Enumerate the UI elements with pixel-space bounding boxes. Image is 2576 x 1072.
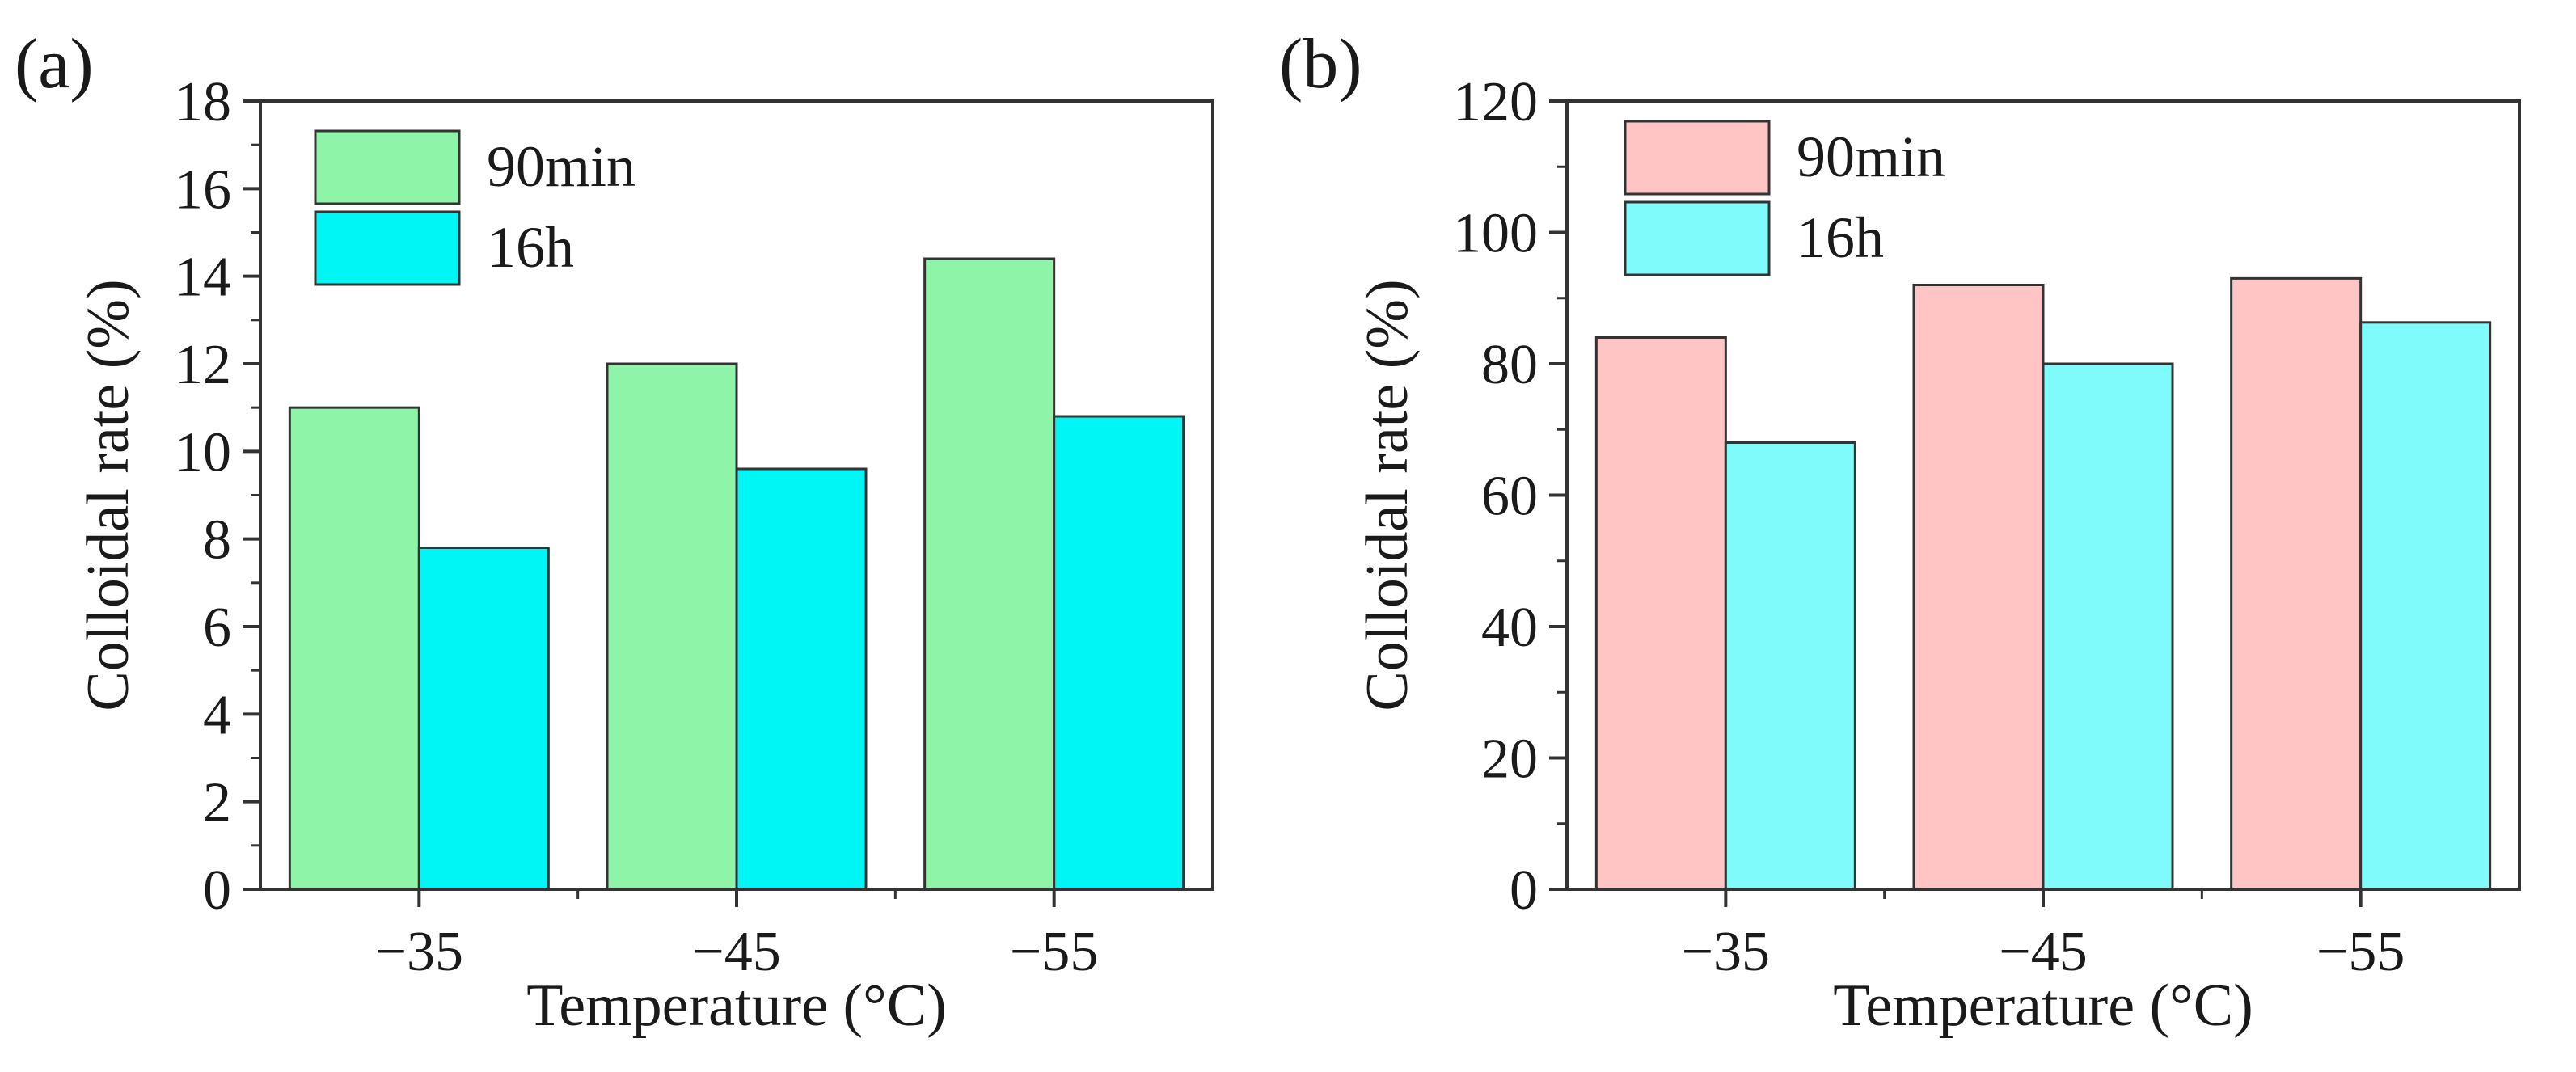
x-axis-title: Temperature (°C) bbox=[1833, 973, 2253, 1039]
bar-90min-3 bbox=[923, 257, 1056, 891]
y-tick-label: 18 bbox=[175, 71, 231, 133]
legend-label-90min: 90min bbox=[487, 134, 636, 199]
bar-16h-2 bbox=[735, 467, 868, 891]
panel-label: (b) bbox=[1279, 25, 1362, 103]
x-tick-label: −45 bbox=[1999, 921, 2087, 983]
bar-90min-2 bbox=[606, 362, 738, 891]
y-tick-label: 0 bbox=[203, 859, 231, 922]
x-tick-label: −35 bbox=[375, 921, 463, 983]
y-tick-label: 8 bbox=[203, 509, 231, 572]
x-tick-label: −55 bbox=[1010, 921, 1098, 983]
y-tick-label: 6 bbox=[203, 597, 231, 659]
y-tick-label: 80 bbox=[1481, 334, 1538, 396]
bar-90min-3 bbox=[2230, 276, 2363, 891]
bar-90min-2 bbox=[1912, 284, 2045, 891]
y-tick-label: 60 bbox=[1481, 466, 1538, 528]
y-tick-label: 16 bbox=[175, 158, 231, 221]
y-tick-label: 0 bbox=[1510, 859, 1538, 922]
legend-label-90min: 90min bbox=[1797, 125, 1945, 189]
x-tick-label: −55 bbox=[2316, 921, 2405, 983]
y-tick-label: 20 bbox=[1481, 728, 1538, 791]
bar-16h-3 bbox=[1053, 415, 1185, 891]
y-tick-label: 14 bbox=[175, 247, 231, 309]
bar-16h-3 bbox=[2359, 321, 2492, 891]
bar-16h-1 bbox=[1724, 441, 1856, 891]
y-tick-label: 120 bbox=[1453, 71, 1538, 133]
y-tick-label: 40 bbox=[1481, 597, 1538, 659]
y-axis-title: Colloidal rate (%) bbox=[75, 279, 141, 711]
y-tick-label: 4 bbox=[203, 684, 231, 746]
y-tick-label: 100 bbox=[1453, 203, 1538, 265]
x-axis-title: Temperature (°C) bbox=[526, 973, 947, 1039]
bar-16h-1 bbox=[417, 547, 550, 891]
x-tick-label: −45 bbox=[692, 921, 780, 983]
y-tick-label: 12 bbox=[175, 334, 231, 396]
bar-90min-1 bbox=[288, 406, 420, 891]
panel-label: (a) bbox=[15, 25, 94, 103]
y-tick-label: 10 bbox=[175, 421, 231, 483]
bar-16h-2 bbox=[2042, 362, 2174, 891]
chart-panel-a: (a) 0 2 4 6 8 10 12 14 16 18 −35 −45 −55 Temperature (… bbox=[15, 25, 1214, 1039]
bar-90min-1 bbox=[1594, 336, 1727, 891]
legend-swatch-90min bbox=[1624, 120, 1771, 196]
legend-swatch-90min bbox=[314, 129, 461, 205]
legend-swatch-16h bbox=[314, 210, 461, 286]
legend-label-16h: 16h bbox=[487, 215, 574, 280]
chart-panel-b: (b) 0 20 40 60 80 100 120 −35 −45 −55 Temperature (… bbox=[1279, 25, 2521, 1039]
legend-label-16h: 16h bbox=[1797, 205, 1884, 270]
y-tick-label: 2 bbox=[203, 772, 231, 834]
y-axis-title: Colloidal rate (%) bbox=[1354, 279, 1421, 711]
x-tick-label: −35 bbox=[1682, 921, 1770, 983]
legend-swatch-16h bbox=[1624, 200, 1771, 276]
